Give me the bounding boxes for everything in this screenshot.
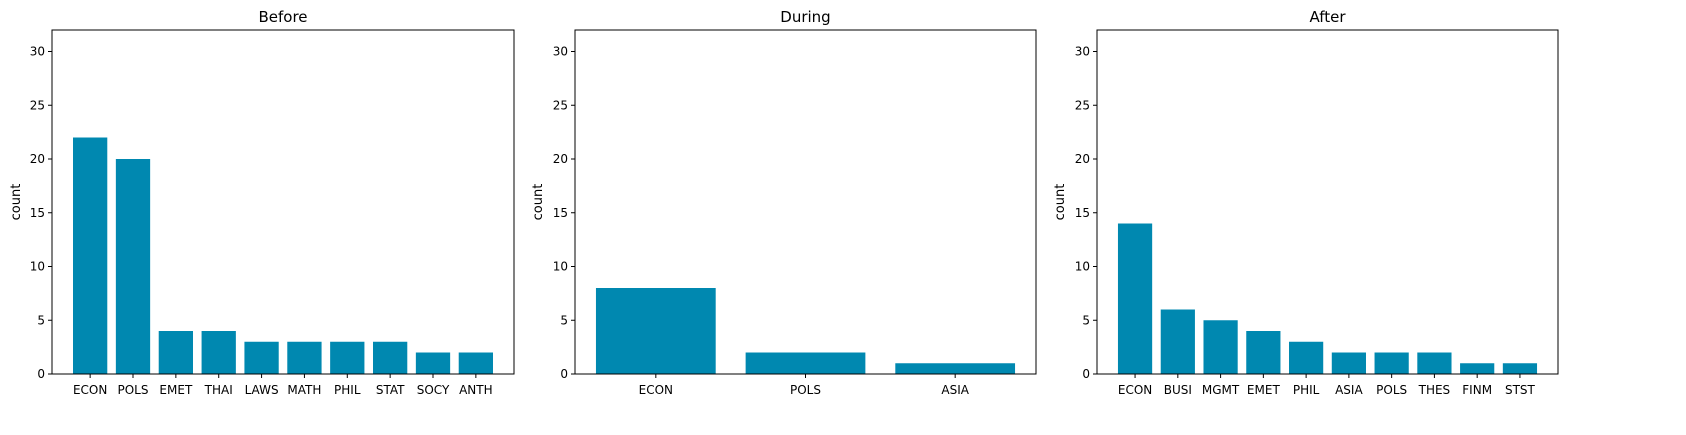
x-tick-label: ASIA xyxy=(941,383,969,397)
bar-busi xyxy=(1160,309,1195,374)
bar-emet xyxy=(1246,331,1281,374)
chart-title: After xyxy=(1309,8,1346,26)
bar-asia xyxy=(895,363,1016,374)
y-tick-label: 30 xyxy=(553,45,568,59)
bar-pols xyxy=(745,352,866,374)
x-tick-label: PHIL xyxy=(1293,383,1320,397)
x-tick-label: STST xyxy=(1505,383,1536,397)
x-tick-label: ECON xyxy=(1118,383,1152,397)
y-axis-label: count xyxy=(9,184,24,221)
x-tick-label: THES xyxy=(1418,383,1451,397)
chart-after: After count 0 5 10 15 20 25 30 ECON BUSI MGMT EME… xyxy=(1053,8,1559,397)
y-tick-label: 30 xyxy=(30,45,45,59)
y-tick-label: 25 xyxy=(553,98,568,112)
bar-phil xyxy=(330,341,365,374)
y-tick-label: 0 xyxy=(560,367,568,381)
bar-mgmt xyxy=(1203,320,1238,374)
x-tick-label: POLS xyxy=(118,383,149,397)
x-tick-label: MATH xyxy=(287,383,321,397)
x-tick-label: THAI xyxy=(204,383,233,397)
y-ticks: 0 5 10 15 20 25 30 xyxy=(553,45,575,381)
y-ticks: 0 5 10 15 20 25 30 xyxy=(30,45,52,381)
x-tick-label: ANTH xyxy=(459,383,493,397)
plot-frame xyxy=(574,29,1037,375)
bars xyxy=(1117,223,1538,374)
bars xyxy=(595,288,1016,374)
plot-frame xyxy=(1096,29,1559,375)
y-tick-label: 20 xyxy=(30,152,45,166)
chart-title: During xyxy=(780,8,830,26)
bar-pols xyxy=(115,159,151,374)
x-tick-label: MGMT xyxy=(1202,383,1240,397)
bar-econ xyxy=(595,288,716,374)
bar-thes xyxy=(1417,352,1452,374)
x-tick-label: ASIA xyxy=(1335,383,1363,397)
x-tick-label: SOCY xyxy=(417,383,450,397)
bar-econ xyxy=(73,137,108,374)
bar-stat xyxy=(373,341,408,374)
x-tick-label: POLS xyxy=(1376,383,1407,397)
bar-anth xyxy=(458,352,493,374)
x-tick-label: EMET xyxy=(1247,383,1281,397)
x-tick-label: STAT xyxy=(376,383,405,397)
y-axis-label: count xyxy=(531,184,546,221)
x-tick-label: FINM xyxy=(1462,383,1492,397)
y-tick-label: 30 xyxy=(1075,45,1090,59)
y-tick-label: 5 xyxy=(1082,313,1090,327)
x-tick-label: ECON xyxy=(73,383,107,397)
y-axis-label: count xyxy=(1053,184,1068,221)
y-tick-label: 15 xyxy=(553,206,568,220)
x-tick-label: POLS xyxy=(790,383,821,397)
y-tick-label: 5 xyxy=(37,313,45,327)
bar-socy xyxy=(415,352,451,374)
y-tick-label: 20 xyxy=(553,152,568,166)
chart-during: During count 0 5 10 15 20 25 30 ECON POLS ASIA xyxy=(531,8,1037,397)
y-tick-label: 0 xyxy=(37,367,45,381)
x-tick-label: BUSI xyxy=(1164,383,1192,397)
x-ticks: ECON POLS EMET THAI LAWS MATH PHIL STAT SOCY ANTH xyxy=(73,374,493,397)
bar-thai xyxy=(201,331,236,374)
y-tick-label: 25 xyxy=(30,98,45,112)
bar-math xyxy=(287,341,322,374)
y-tick-label: 15 xyxy=(1075,206,1090,220)
bar-pols xyxy=(1374,352,1409,374)
plot-frame xyxy=(51,29,515,375)
y-tick-label: 20 xyxy=(1075,152,1090,166)
chart-title: Before xyxy=(258,8,307,26)
bar-phil xyxy=(1289,341,1324,374)
x-ticks: ECON BUSI MGMT EMET PHIL ASIA POLS THES FINM STST xyxy=(1118,374,1536,397)
x-tick-label: EMET xyxy=(159,383,193,397)
y-tick-label: 10 xyxy=(30,260,45,274)
bar-laws xyxy=(244,341,279,374)
y-tick-label: 0 xyxy=(1082,367,1090,381)
y-tick-label: 10 xyxy=(1075,260,1090,274)
x-tick-label: LAWS xyxy=(245,383,279,397)
bar-asia xyxy=(1331,352,1366,374)
y-tick-label: 15 xyxy=(30,206,45,220)
y-ticks: 0 5 10 15 20 25 30 xyxy=(1075,45,1097,381)
bar-stst xyxy=(1502,363,1538,374)
y-tick-label: 5 xyxy=(560,313,568,327)
bar-emet xyxy=(158,331,193,374)
x-ticks: ECON POLS ASIA xyxy=(639,374,970,397)
bar-econ xyxy=(1117,223,1153,374)
y-tick-label: 25 xyxy=(1075,98,1090,112)
x-tick-label: ECON xyxy=(639,383,673,397)
chart-before: Before count 0 5 10 15 20 25 30 ECON POLS EMET TH… xyxy=(9,8,515,397)
y-tick-label: 10 xyxy=(553,260,568,274)
bars xyxy=(73,137,493,374)
x-tick-label: PHIL xyxy=(334,383,361,397)
bar-finm xyxy=(1460,363,1495,374)
